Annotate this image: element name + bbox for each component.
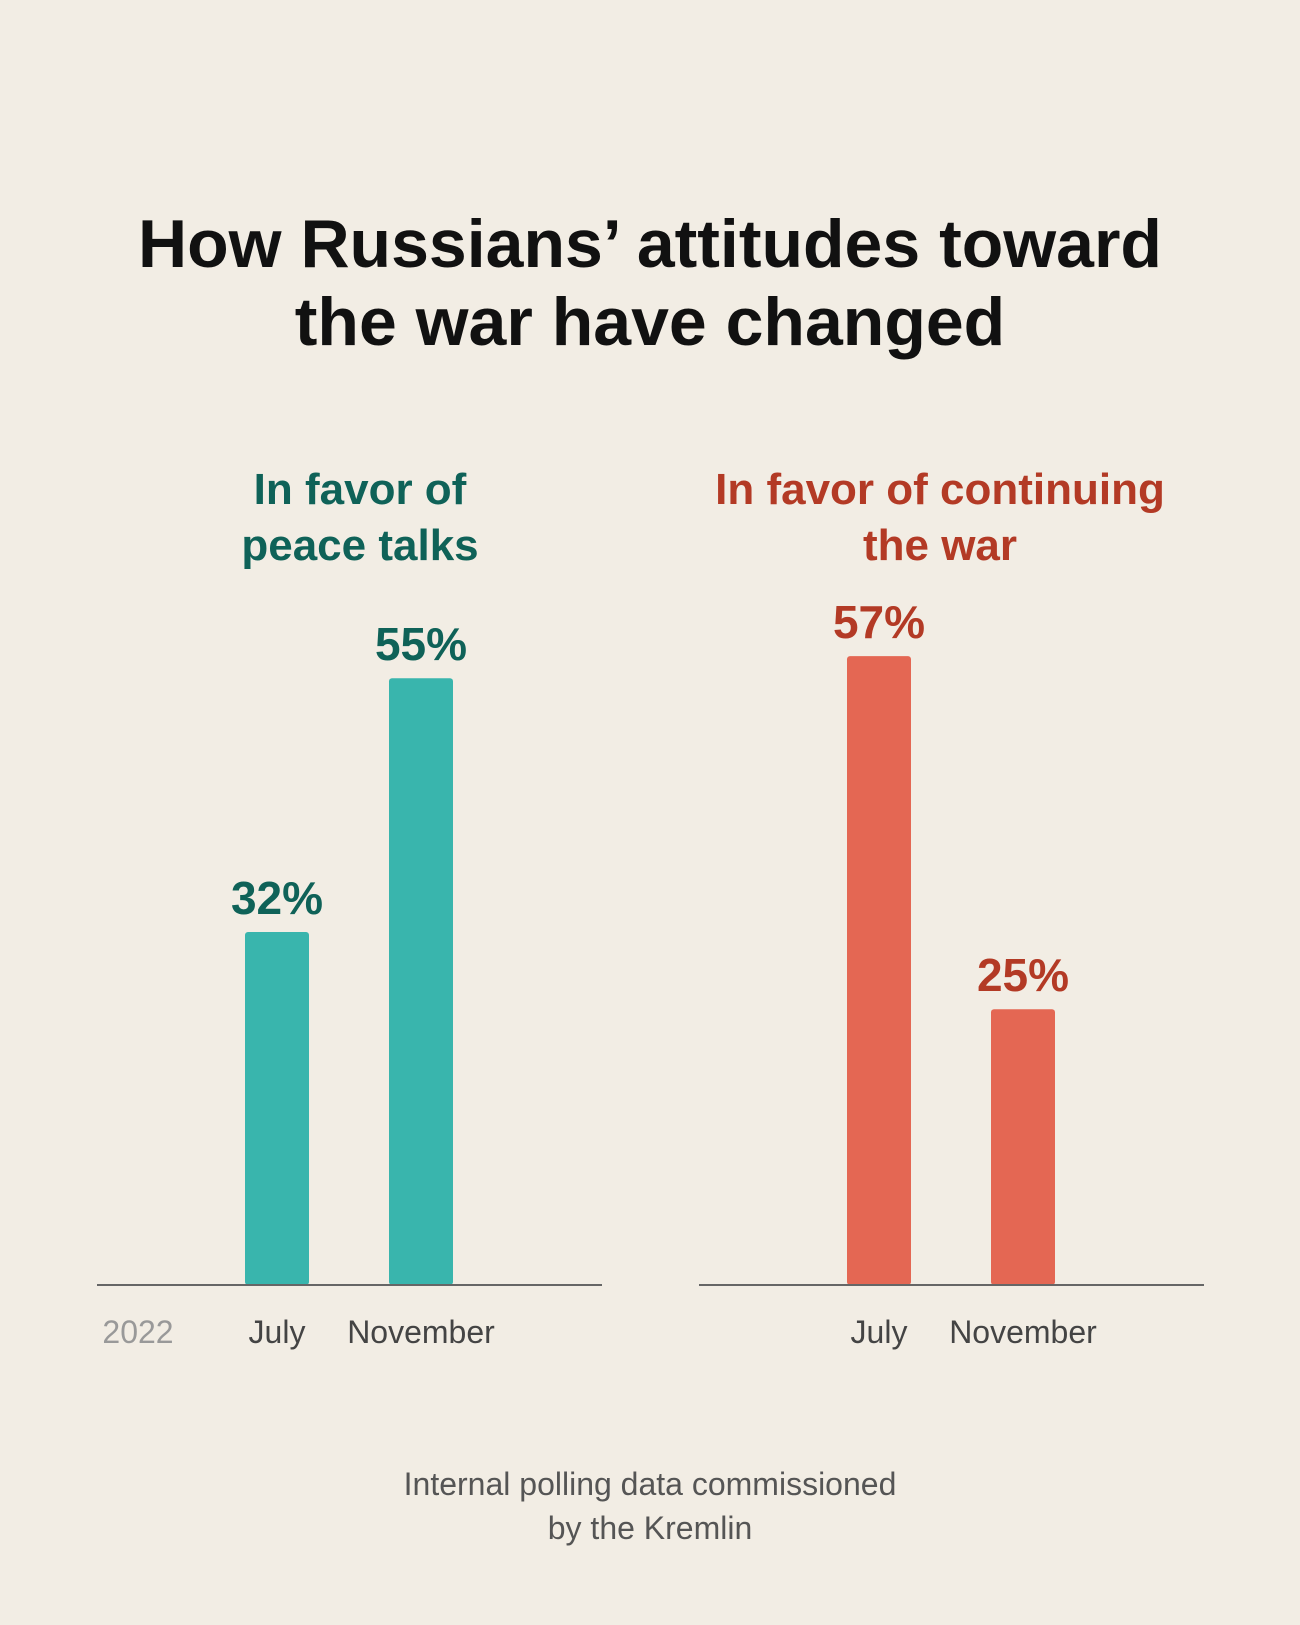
peace-talks-tick-label-july: July bbox=[249, 1314, 306, 1350]
continue-war-tick-label-july: July bbox=[851, 1314, 908, 1350]
continue-war-bar-july bbox=[847, 656, 911, 1285]
peace-talks-title-line-1: In favor of bbox=[253, 465, 467, 514]
continue-war-title-line-2: the war bbox=[862, 521, 1018, 570]
source-note-line-2: by the Kremlin bbox=[547, 1510, 753, 1546]
peace-talks-value-label-july: 32% bbox=[231, 872, 323, 924]
continue-war-tick-label-november: November bbox=[949, 1314, 1097, 1350]
continue-war-title-line-1: In favor of continuing bbox=[715, 465, 1165, 514]
chart-title-line-1: How Russians’ attitudes toward bbox=[138, 206, 1162, 282]
continue-war-value-label-july: 57% bbox=[833, 596, 925, 648]
continue-war-value-label-november: 25% bbox=[977, 949, 1069, 1001]
peace-talks-value-label-november: 55% bbox=[375, 618, 467, 670]
peace-talks-bar-november bbox=[389, 678, 453, 1285]
peace-talks-year-label: 2022 bbox=[102, 1314, 173, 1350]
chart-title: How Russians’ attitudes toward the war h… bbox=[0, 205, 1300, 361]
peace-talks-bar-july bbox=[245, 931, 309, 1285]
source-note: Internal polling data commissioned by th… bbox=[0, 1462, 1300, 1550]
peace-talks-panel-title: In favor of peace talks bbox=[150, 462, 570, 574]
peace-talks-tick-label-november: November bbox=[347, 1314, 495, 1350]
peace-talks-title-line-2: peace talks bbox=[241, 521, 479, 570]
chart-title-line-2: the war have changed bbox=[294, 284, 1006, 360]
continue-war-bar-november bbox=[991, 1009, 1055, 1285]
continue-war-panel-title: In favor of continuing the war bbox=[670, 462, 1210, 574]
source-note-line-1: Internal polling data commissioned bbox=[403, 1466, 897, 1502]
